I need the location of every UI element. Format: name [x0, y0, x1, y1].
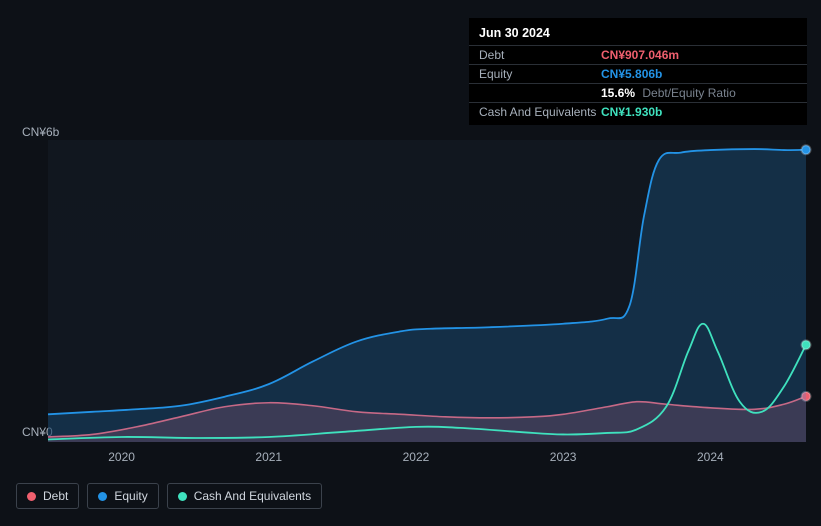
legend-label: Cash And Equivalents — [194, 489, 311, 503]
tooltip-row-ratio: 15.6% Debt/Equity Ratio — [469, 83, 807, 102]
x-tick: 2021 — [255, 450, 282, 464]
chart-svg — [48, 140, 806, 442]
tooltip-date: Jun 30 2024 — [469, 24, 807, 45]
legend-dot-icon — [98, 492, 107, 501]
tooltip-row-debt: Debt CN¥907.046m — [469, 45, 807, 64]
chart-area[interactable] — [16, 140, 806, 442]
series-end-marker-cash — [802, 340, 811, 349]
data-tooltip: Jun 30 2024 Debt CN¥907.046m Equity CN¥5… — [469, 18, 807, 125]
tooltip-label — [479, 86, 601, 100]
tooltip-row-equity: Equity CN¥5.806b — [469, 64, 807, 83]
x-axis: 2020 2021 2022 2023 2024 — [48, 450, 806, 470]
tooltip-row-cash: Cash And Equivalents CN¥1.930b — [469, 102, 807, 121]
y-tick-max: CN¥6b — [22, 125, 59, 139]
legend-dot-icon — [178, 492, 187, 501]
tooltip-value: CN¥1.930b — [601, 105, 662, 119]
tooltip-label: Debt — [479, 48, 601, 62]
legend-label: Equity — [114, 489, 147, 503]
tooltip-label: Equity — [479, 67, 601, 81]
legend-item-debt[interactable]: Debt — [16, 483, 79, 509]
x-tick: 2024 — [697, 450, 724, 464]
legend-item-cash[interactable]: Cash And Equivalents — [167, 483, 322, 509]
tooltip-value: CN¥5.806b — [601, 67, 662, 81]
x-tick: 2023 — [550, 450, 577, 464]
legend-label: Debt — [43, 489, 68, 503]
series-area-equity — [48, 149, 806, 442]
x-tick: 2022 — [403, 450, 430, 464]
legend: Debt Equity Cash And Equivalents — [16, 483, 322, 509]
legend-item-equity[interactable]: Equity — [87, 483, 158, 509]
ratio-percent: 15.6% — [601, 86, 635, 100]
ratio-label: Debt/Equity Ratio — [642, 86, 735, 100]
x-tick: 2020 — [108, 450, 135, 464]
series-end-marker-equity — [802, 145, 811, 154]
tooltip-label: Cash And Equivalents — [479, 105, 601, 119]
tooltip-value: CN¥907.046m — [601, 48, 679, 62]
legend-dot-icon — [27, 492, 36, 501]
